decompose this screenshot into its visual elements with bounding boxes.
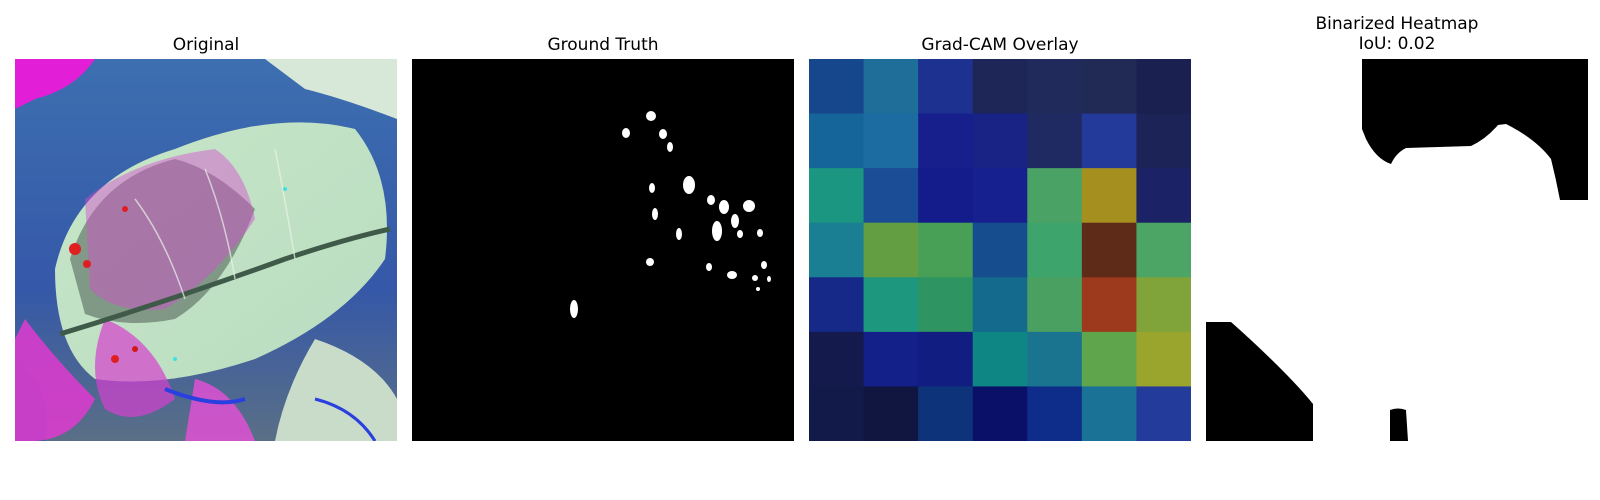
gradcam-cell bbox=[972, 222, 1028, 278]
gradcam-cell bbox=[918, 222, 974, 278]
gradcam-cell bbox=[863, 277, 919, 333]
original-image bbox=[15, 59, 397, 441]
gradcam-cell bbox=[1027, 331, 1083, 387]
binarized-heatmap bbox=[1206, 59, 1588, 441]
ground-truth-mask bbox=[412, 59, 794, 441]
binarized-title: Binarized Heatmap IoU: 0.02 bbox=[1206, 14, 1588, 54]
gradcam-cell bbox=[1081, 113, 1137, 169]
gradcam-cell bbox=[863, 331, 919, 387]
binarized-title-line1: Binarized Heatmap bbox=[1315, 14, 1479, 34]
gradcam-cell bbox=[1081, 168, 1137, 224]
gradcam-cell bbox=[1136, 59, 1191, 115]
gradcam-cell bbox=[972, 277, 1028, 333]
gradcam-cell bbox=[863, 386, 919, 441]
gradcam-cell bbox=[918, 168, 974, 224]
gradcam-cell bbox=[809, 113, 865, 169]
gradcam-cell bbox=[918, 113, 974, 169]
gradcam-cell bbox=[972, 386, 1028, 441]
gradcam-cell bbox=[1027, 113, 1083, 169]
gradcam-cell bbox=[1136, 113, 1191, 169]
original-title: Original bbox=[172, 35, 240, 55]
gradcam-heatmap bbox=[809, 59, 1191, 441]
gradcam-cell bbox=[863, 113, 919, 169]
gradcam-cell bbox=[863, 59, 919, 115]
gradcam-cell bbox=[1027, 222, 1083, 278]
gradcam-cell bbox=[809, 331, 865, 387]
gradcam-cell bbox=[1081, 59, 1137, 115]
gradcam-cell bbox=[1081, 386, 1137, 441]
gradcam-cell bbox=[1136, 168, 1191, 224]
gradcam-cell bbox=[1027, 168, 1083, 224]
gradcam-cell bbox=[972, 113, 1028, 169]
gradcam-cell bbox=[1027, 277, 1083, 333]
gradcam-cell bbox=[809, 386, 865, 441]
gradcam-cell bbox=[1081, 277, 1137, 333]
ground-truth-title: Ground Truth bbox=[547, 35, 659, 55]
gradcam-cell bbox=[1136, 222, 1191, 278]
iou-label: IoU: 0.02 bbox=[1358, 34, 1436, 54]
gradcam-cell bbox=[918, 331, 974, 387]
gradcam-cell bbox=[1081, 331, 1137, 387]
gradcam-cell bbox=[918, 386, 974, 441]
gradcam-cell bbox=[863, 222, 919, 278]
gradcam-cell bbox=[809, 59, 865, 115]
gradcam-title: Grad-CAM Overlay bbox=[921, 35, 1079, 55]
gradcam-cell bbox=[1027, 59, 1083, 115]
gradcam-cell bbox=[918, 277, 974, 333]
gradcam-cell bbox=[972, 168, 1028, 224]
gradcam-cell bbox=[918, 59, 974, 115]
gradcam-cell bbox=[1027, 386, 1083, 441]
gradcam-cell bbox=[1081, 222, 1137, 278]
gradcam-cell bbox=[972, 59, 1028, 115]
gradcam-cell bbox=[809, 222, 865, 278]
gradcam-cell bbox=[809, 168, 865, 224]
gradcam-cell bbox=[1136, 277, 1191, 333]
gradcam-cell bbox=[863, 168, 919, 224]
gradcam-cell bbox=[1136, 331, 1191, 387]
gradcam-cell bbox=[972, 331, 1028, 387]
gradcam-cell bbox=[1136, 386, 1191, 441]
gradcam-cell bbox=[809, 277, 865, 333]
